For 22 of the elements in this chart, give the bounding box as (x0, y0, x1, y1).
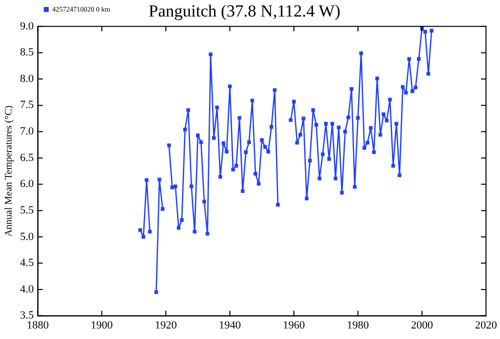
x-tick-label: 2000 (410, 319, 434, 332)
y-tick-label: 8.0 (20, 72, 34, 85)
y-tick-label: 6.0 (20, 178, 34, 190)
y-tick-label: 4.0 (20, 283, 34, 296)
x-tick-label: 1880 (26, 319, 50, 332)
y-tick-label: 4.5 (20, 257, 34, 270)
x-tick-label: 1960 (282, 319, 306, 332)
x-tick-label: 1940 (218, 319, 242, 332)
y-axis-title: Annual Mean Temperatures (°C) (4, 106, 15, 237)
x-tick-label: 1980 (346, 319, 370, 332)
x-tick-label: 1920 (154, 319, 178, 332)
y-tick-label: 6.5 (20, 152, 34, 164)
y-tick-label: 5.5 (20, 204, 34, 216)
y-tick-label: 8.5 (20, 46, 34, 59)
y-tick-label: 5.0 (20, 230, 34, 243)
y-tick-label: 3.5 (20, 310, 34, 322)
y-tick-label: 7.0 (20, 126, 34, 138)
x-tick-label: 1900 (90, 319, 114, 332)
y-tick-label: 9.0 (20, 20, 34, 32)
chart-title: Panguitch (37.8 N,112.4 W) (148, 2, 340, 21)
x-tick-label: 2020 (475, 319, 498, 332)
y-tick-label: 7.5 (20, 99, 34, 112)
